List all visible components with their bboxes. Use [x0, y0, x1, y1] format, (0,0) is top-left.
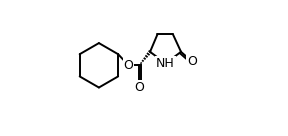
Text: O: O [124, 59, 133, 72]
Text: O: O [134, 81, 144, 94]
Text: O: O [187, 55, 197, 68]
Text: NH: NH [156, 57, 175, 70]
